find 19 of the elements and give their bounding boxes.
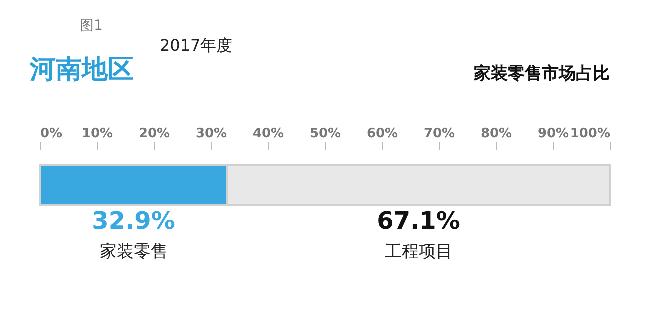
caption: 图1	[80, 18, 103, 34]
x-tick-label: 50%	[310, 126, 342, 142]
x-tick-label: 90%	[538, 126, 570, 142]
text: 家装零售市场占比	[473, 64, 610, 84]
x-tick-label: 0%	[40, 126, 63, 142]
x-tick-label: 40%	[252, 126, 284, 142]
x-tick-label: 20%	[138, 126, 170, 142]
x-tick-label: 70%	[424, 126, 456, 142]
x-tick-label: 10%	[82, 126, 114, 142]
data-label: 67.1%	[377, 207, 460, 235]
x-tick-label: 100%	[570, 126, 610, 142]
x-tick-label: 30%	[196, 126, 228, 142]
text: 家装零售	[100, 242, 168, 262]
chart-title: 河南地区	[29, 55, 134, 85]
x-tick-label: 80%	[480, 126, 512, 142]
data-label: 32.9%	[92, 207, 176, 235]
x-tick-label: 60%	[366, 126, 398, 142]
chart-subtitle: 2017年度	[160, 36, 233, 55]
text: 工程项目	[384, 242, 453, 262]
